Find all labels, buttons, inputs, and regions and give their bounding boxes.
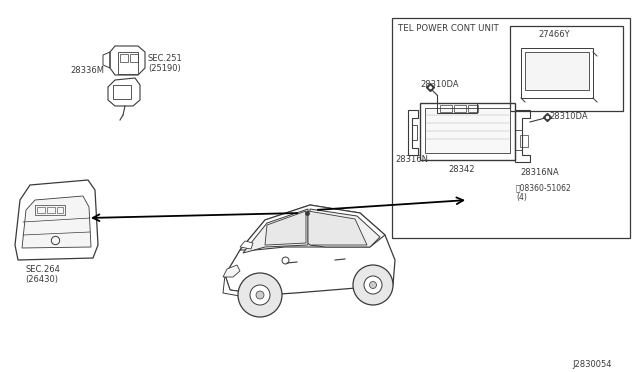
Circle shape [250, 285, 270, 305]
Polygon shape [243, 209, 308, 253]
Bar [521, 48, 593, 98]
Text: SEC.264
(26430): SEC.264 (26430) [25, 265, 60, 285]
Bar [454, 105, 466, 112]
Bar [118, 52, 138, 74]
Polygon shape [308, 211, 367, 245]
Bar [113, 85, 131, 99]
Bar [120, 54, 128, 62]
Bar [525, 52, 589, 90]
Text: 28316N: 28316N [395, 155, 428, 164]
Circle shape [353, 265, 393, 305]
Bar [510, 26, 623, 111]
Bar [37, 207, 45, 213]
Polygon shape [240, 241, 253, 249]
Bar [440, 105, 452, 112]
Text: 28310DA: 28310DA [549, 112, 588, 121]
Text: 28336M: 28336M [70, 66, 104, 75]
Bar [425, 108, 510, 153]
Bar [130, 54, 138, 62]
Polygon shape [240, 205, 385, 250]
Bar [468, 105, 478, 112]
Text: 28310DA: 28310DA [420, 80, 459, 89]
Polygon shape [22, 196, 91, 248]
Text: 倅08360-51062
(4): 倅08360-51062 (4) [516, 183, 572, 202]
Text: 28316NA: 28316NA [520, 168, 559, 177]
Text: SEC.251
(25190): SEC.251 (25190) [148, 54, 183, 73]
Circle shape [256, 291, 264, 299]
Bar [47, 207, 55, 213]
Bar [520, 135, 528, 147]
Bar [515, 130, 522, 150]
Polygon shape [225, 205, 395, 295]
Bar [57, 207, 63, 213]
Circle shape [364, 276, 382, 294]
Text: 28342: 28342 [448, 165, 474, 174]
Bar [412, 125, 417, 140]
Polygon shape [310, 209, 380, 247]
Bar [35, 205, 65, 215]
Text: 27466Y: 27466Y [538, 30, 570, 39]
Polygon shape [223, 275, 265, 297]
Bar [420, 103, 515, 160]
Polygon shape [15, 180, 98, 260]
Text: J2830054: J2830054 [572, 360, 611, 369]
Bar [392, 18, 630, 238]
Text: TEL POWER CONT UNIT: TEL POWER CONT UNIT [398, 24, 499, 33]
Circle shape [369, 282, 376, 289]
Polygon shape [223, 265, 240, 277]
Polygon shape [265, 211, 306, 245]
Circle shape [238, 273, 282, 317]
Bar [437, 103, 477, 113]
